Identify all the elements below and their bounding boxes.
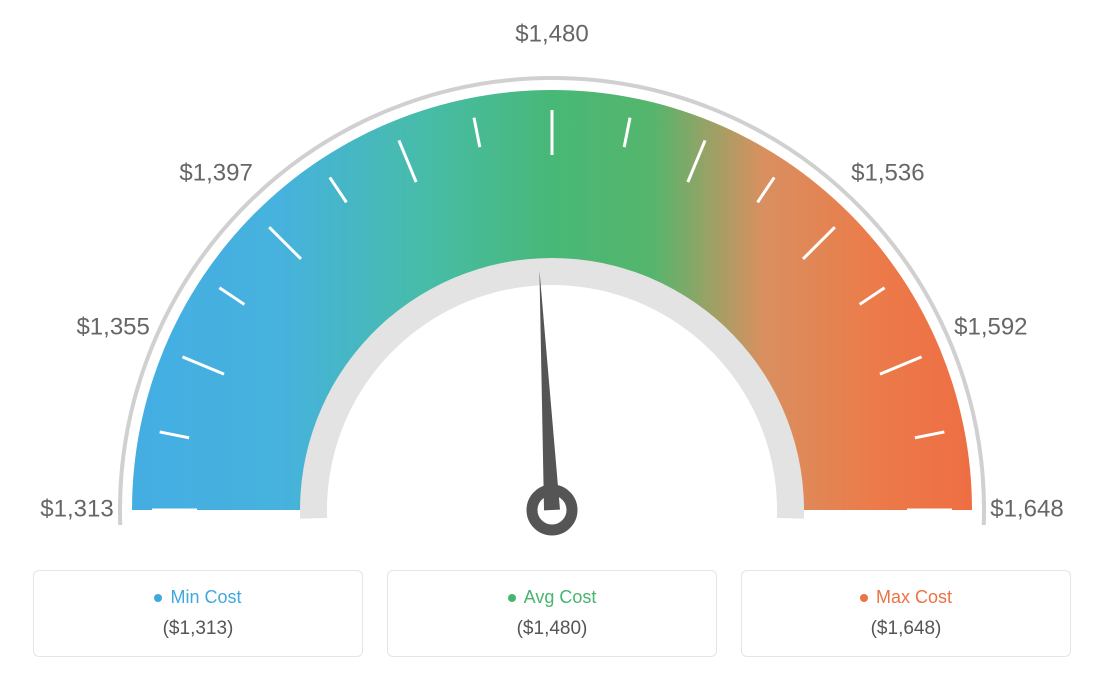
gauge-tick-label: $1,313 <box>40 495 113 522</box>
min-cost-label: Min Cost <box>170 587 241 608</box>
gauge-tick-label: $1,536 <box>851 159 924 186</box>
avg-cost-dot-icon <box>508 594 516 602</box>
gauge-tick-label: $1,648 <box>990 495 1063 522</box>
max-cost-card: Max Cost ($1,648) <box>741 570 1071 657</box>
gauge-tick-label: $1,355 <box>76 314 149 341</box>
gauge-tick-label: $1,397 <box>179 159 252 186</box>
cost-cards-row: Min Cost ($1,313) Avg Cost ($1,480) Max … <box>22 570 1082 657</box>
min-cost-value: ($1,313) <box>163 618 234 640</box>
gauge-needle <box>539 270 560 510</box>
min-cost-header: Min Cost <box>154 587 241 608</box>
avg-cost-value: ($1,480) <box>517 618 588 640</box>
max-cost-label: Max Cost <box>876 587 952 608</box>
avg-cost-header: Avg Cost <box>508 587 597 608</box>
min-cost-dot-icon <box>154 594 162 602</box>
max-cost-value: ($1,648) <box>871 618 942 640</box>
gauge-tick-label: $1,480 <box>515 20 588 47</box>
cost-gauge-chart: $1,313 $1,355 $1,397 $1,480 $1,536 $1,592 $1,6… <box>22 20 1082 560</box>
avg-cost-label: Avg Cost <box>524 587 597 608</box>
max-cost-dot-icon <box>860 594 868 602</box>
min-cost-card: Min Cost ($1,313) <box>33 570 363 657</box>
max-cost-header: Max Cost <box>860 587 952 608</box>
avg-cost-card: Avg Cost ($1,480) <box>387 570 717 657</box>
gauge-svg: $1,313 $1,355 $1,397 $1,480 $1,536 $1,592 $1,6… <box>22 20 1082 560</box>
gauge-tick-label: $1,592 <box>954 314 1027 341</box>
